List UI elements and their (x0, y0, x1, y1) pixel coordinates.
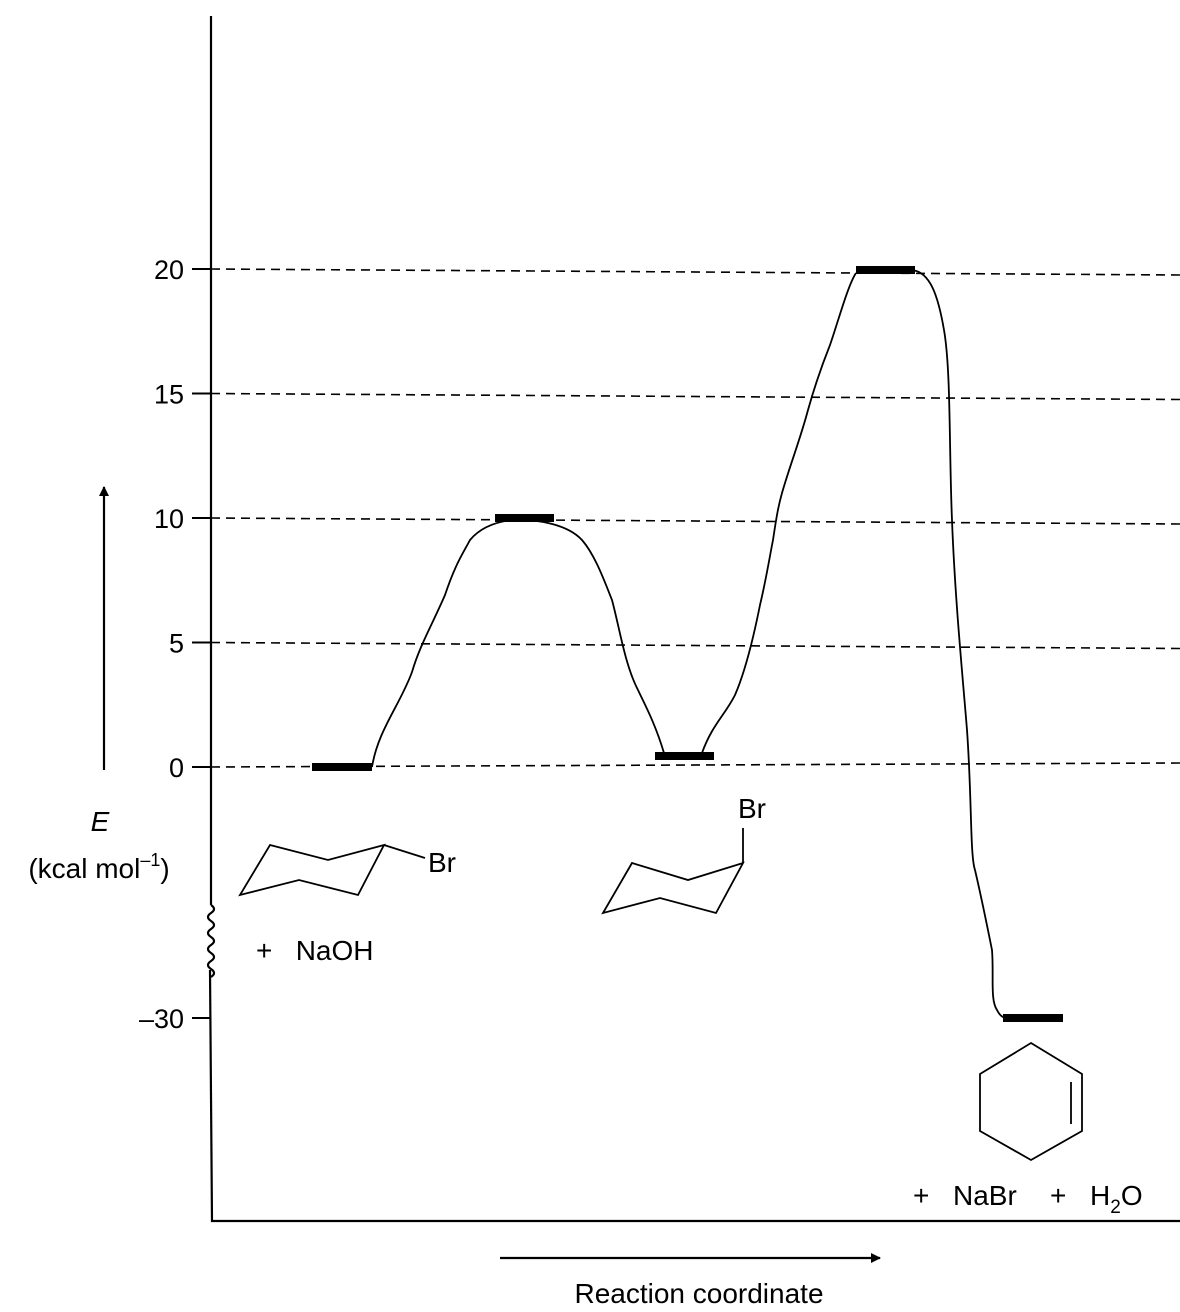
y-tick-label: 15 (154, 380, 184, 410)
intermediate-molecule: Br (601, 793, 766, 915)
intermediate-substituent-label: Br (738, 793, 766, 824)
energy-levels (312, 266, 1063, 1022)
grid-line (210, 641, 1180, 650)
y-axis-lower (208, 969, 214, 1223)
grid-line (210, 268, 1180, 276)
y-tick-label: –30 (139, 1004, 184, 1034)
grid-line (210, 517, 1180, 525)
product-plus-1: + (913, 1180, 929, 1211)
y-axis-unit-superscript: –1 (140, 850, 160, 870)
product-plus-2: + (1050, 1180, 1066, 1211)
product-nabr-label: NaBr (953, 1180, 1017, 1211)
y-tick-label: 10 (154, 504, 184, 534)
grid-line (210, 762, 1180, 768)
grid-lines (210, 268, 1180, 768)
y-tick-label: 0 (169, 753, 184, 783)
y-ticks: 20 15 10 5 0 –30 (139, 255, 211, 1034)
y-axis-unit: (kcal mol–1) (28, 850, 169, 884)
reactant-reagent-label: + NaOH (256, 935, 373, 966)
x-axis-title: Reaction coordinate (574, 1278, 823, 1309)
y-tick-label: 20 (154, 255, 184, 285)
reactant-substituent-label: Br (428, 847, 456, 878)
y-tick-label: 5 (169, 629, 184, 659)
product-water-label: H2O (1090, 1180, 1143, 1218)
product-molecule: + NaBr + H2O (913, 1041, 1143, 1218)
reactant-molecule: Br + NaOH (238, 843, 456, 966)
product-water-subscript: 2 (1110, 1197, 1121, 1218)
y-axis-title: E (91, 806, 110, 837)
grid-line (210, 392, 1180, 401)
axis-break-icon (206, 904, 216, 978)
